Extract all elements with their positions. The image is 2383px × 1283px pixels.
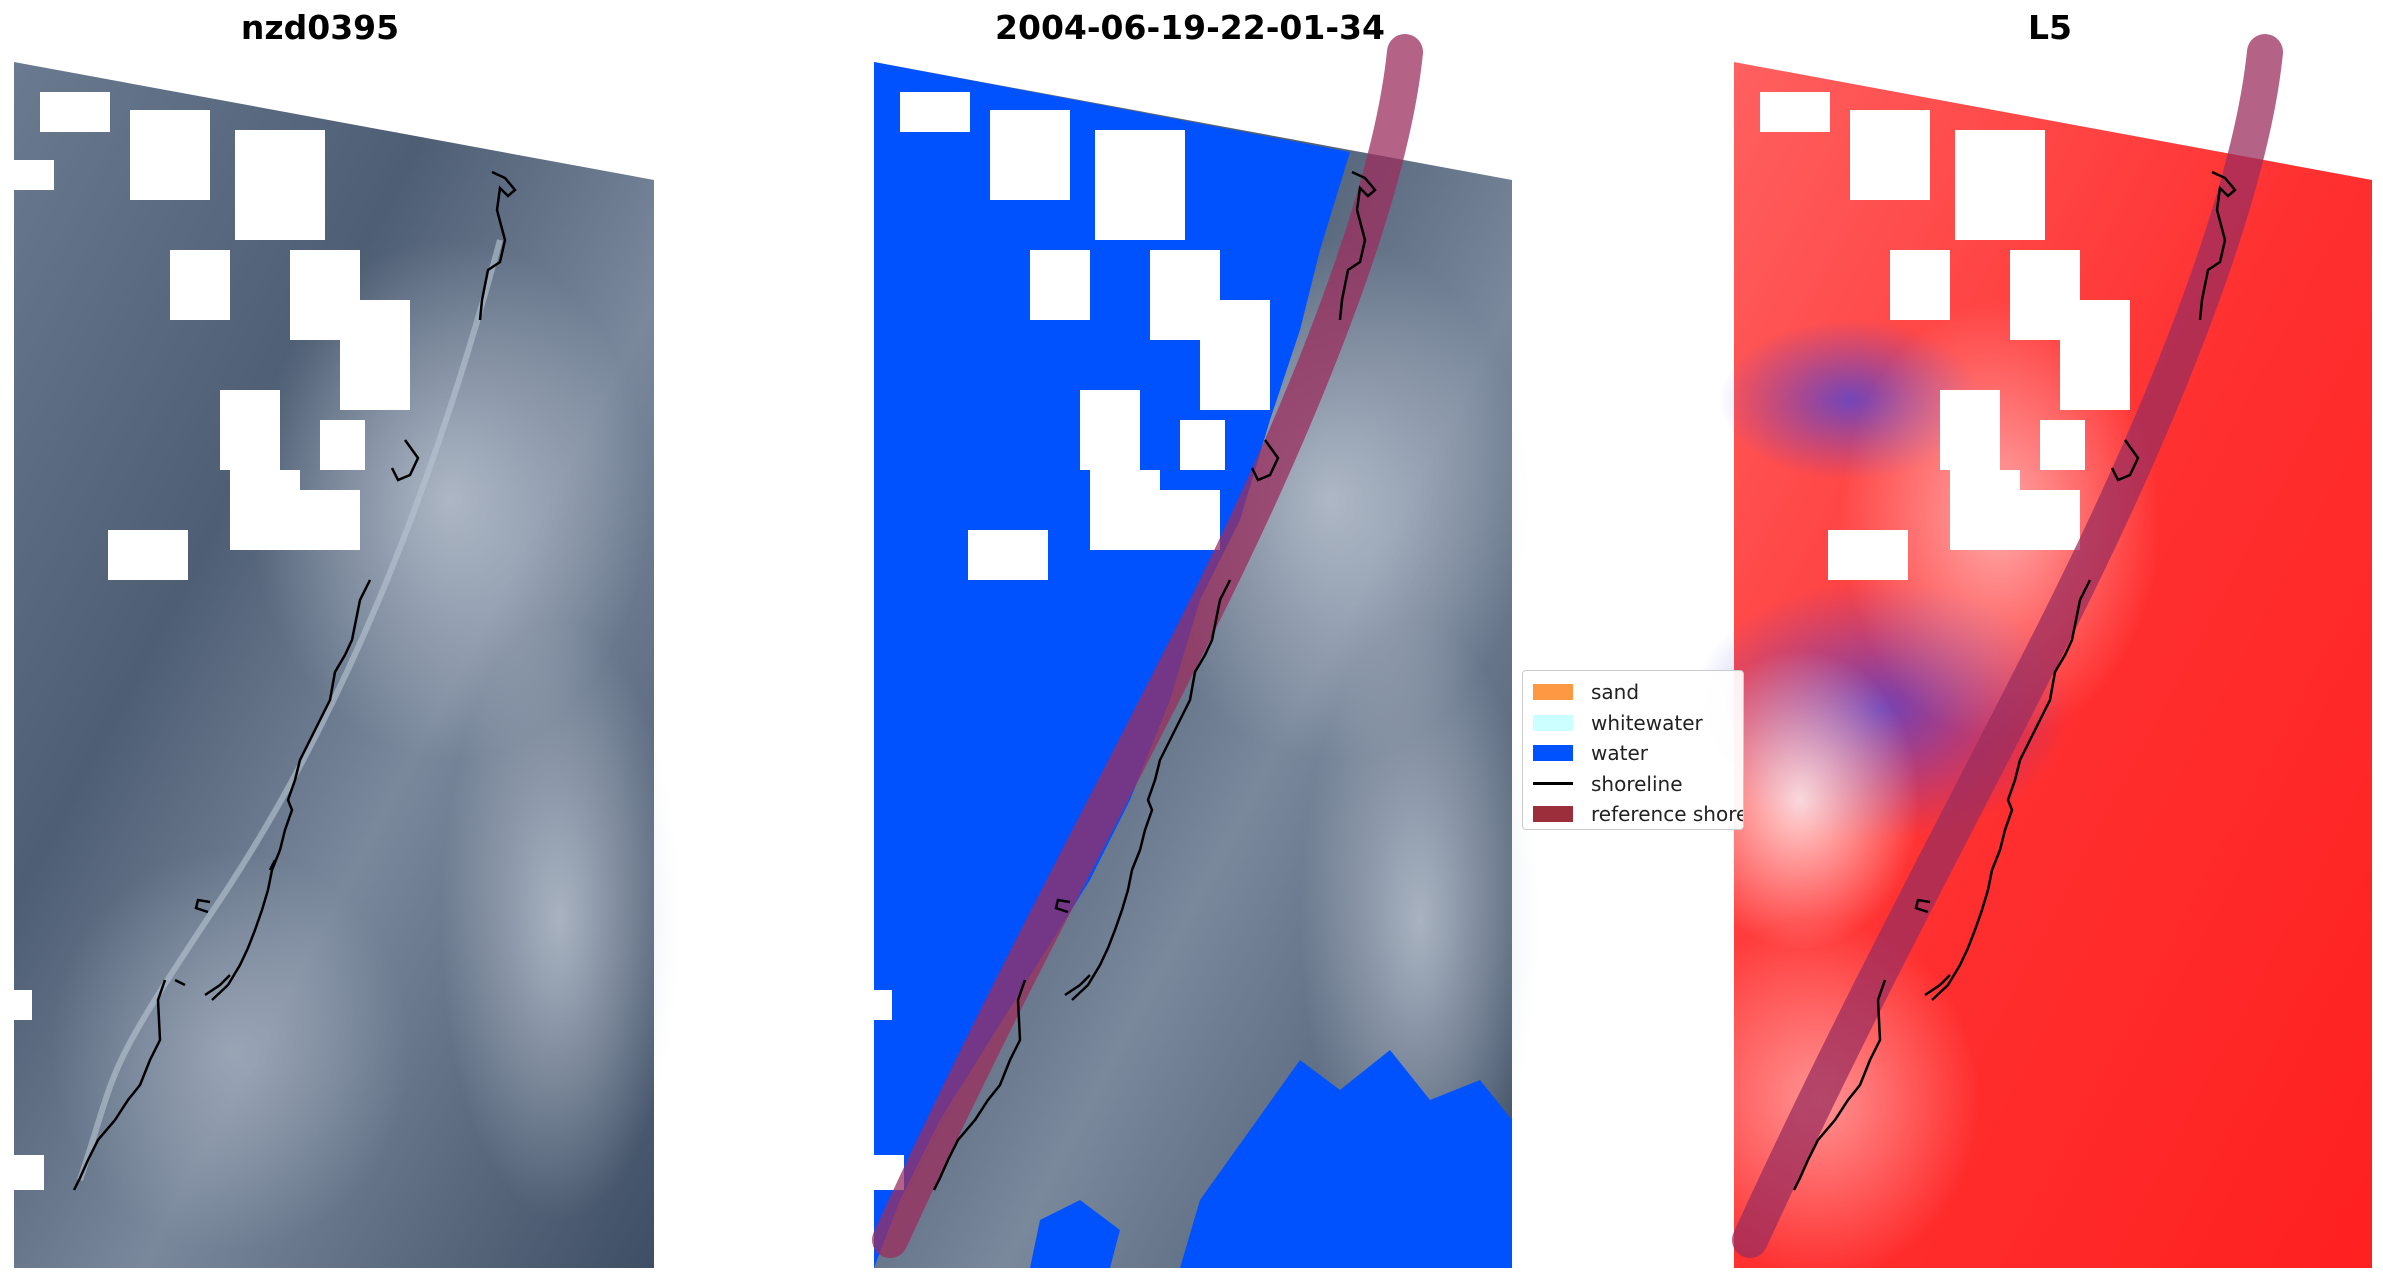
cloud-mask: [874, 92, 1270, 1190]
legend-swatch-water: [1533, 745, 1573, 762]
legend-label: whitewater: [1591, 710, 1703, 735]
water-class-region: [1180, 1050, 1512, 1268]
rgb-panel: [14, 62, 680, 1268]
legend-item-whitewater: whitewater: [1533, 708, 1743, 739]
panel-title-index: L5: [2028, 8, 2072, 47]
shoreline-classified: [932, 170, 1377, 1191]
legend-item-shoreline: shoreline: [1533, 769, 1743, 800]
legend-item-water: water: [1533, 738, 1743, 769]
legend-swatch-shoreline: [1533, 782, 1573, 786]
classified-panel: [872, 34, 1540, 1268]
reference-shoreline-band: [1732, 34, 2283, 1258]
index-panel: [1660, 34, 2372, 1280]
shoreline-index: [1792, 170, 2237, 1191]
legend-label: sand: [1591, 680, 1640, 705]
reference-shoreline-band: [872, 34, 1423, 1258]
legend-label: reference shoreline: [1591, 802, 1743, 827]
haze-area: [50, 850, 410, 1250]
legend-label: shoreline: [1591, 771, 1683, 796]
cloud-mask: [14, 92, 410, 1190]
haze-area: [1300, 620, 1540, 1220]
legend-swatch-reference-shoreline: [1533, 806, 1573, 823]
shoreline-rgb: [72, 170, 517, 1191]
water-class-region: [1030, 1200, 1120, 1268]
cloud-mask: [1760, 92, 2130, 580]
legend: sand whitewater water shoreline referenc…: [1522, 670, 1744, 830]
panel-title-classified: 2004-06-19-22-01-34: [995, 8, 1385, 47]
surf-line: [77, 239, 503, 1181]
legend-swatch-sand: [1533, 684, 1573, 701]
legend-item-sand: sand: [1533, 677, 1743, 708]
legend-item-reference-shoreline: reference shoreline: [1533, 799, 1743, 829]
legend-swatch-whitewater: [1533, 714, 1573, 731]
legend-label: water: [1591, 741, 1648, 766]
haze-area: [440, 620, 680, 1220]
panel-title-rgb: nzd0395: [240, 8, 400, 47]
